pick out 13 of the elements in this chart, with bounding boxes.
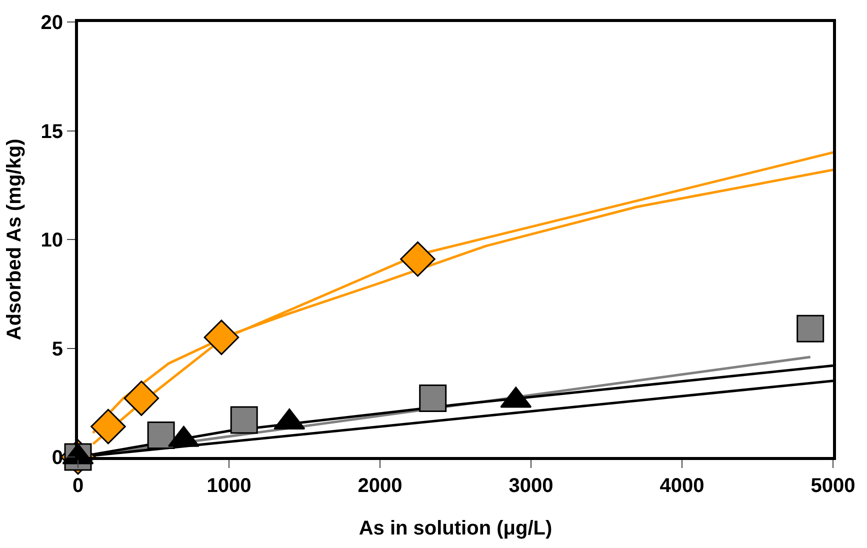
y-tick-label: 10 <box>40 230 63 252</box>
y-tick-label: 0 <box>52 447 63 469</box>
x-axis-title: As in solution (μg/L) <box>358 518 552 540</box>
x-tick-label: 2000 <box>358 475 402 497</box>
y-axis-title: Adsorbed As (mg/kg) <box>3 138 26 340</box>
x-tick-label: 0 <box>72 475 84 497</box>
y-tick-label: 20 <box>40 12 63 34</box>
x-tick-label: 5000 <box>810 475 856 497</box>
x-tick-label: 1000 <box>206 475 252 497</box>
y-tick-label: 15 <box>40 120 63 143</box>
y-tick-label: 5 <box>52 338 63 360</box>
x-tick-label: 3000 <box>508 475 554 497</box>
x-tick-label: 4000 <box>660 475 704 497</box>
